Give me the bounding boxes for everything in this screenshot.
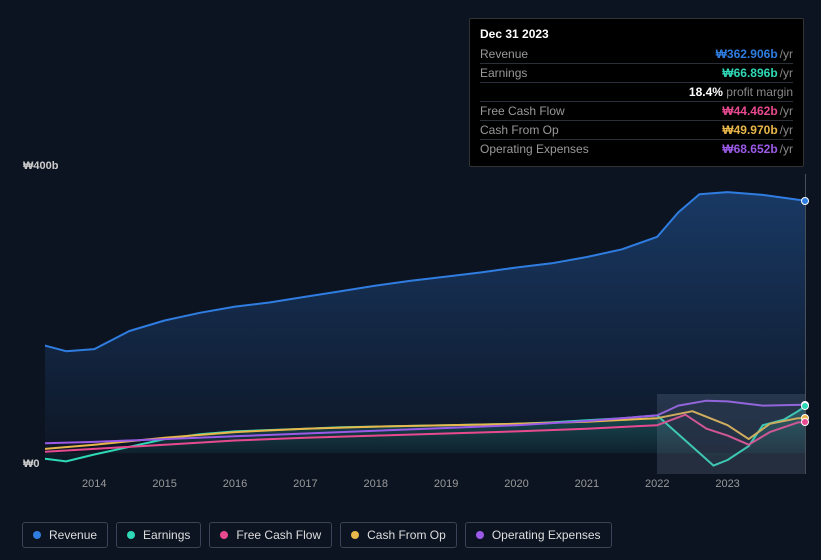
x-tick: 2020 xyxy=(501,478,531,490)
tooltip-label: Earnings xyxy=(480,66,527,80)
tooltip-value: ₩49.970b xyxy=(722,123,777,137)
legend-item-revenue[interactable]: Revenue xyxy=(22,522,108,548)
legend-swatch xyxy=(351,531,359,539)
legend-swatch xyxy=(33,531,41,539)
x-tick: 2018 xyxy=(361,478,391,490)
x-tick: 2019 xyxy=(431,478,461,490)
x-tick: 2014 xyxy=(79,478,109,490)
series-marker xyxy=(801,418,809,426)
x-tick: 2015 xyxy=(150,478,180,490)
legend-swatch xyxy=(220,531,228,539)
tooltip-row: 18.4% profit margin xyxy=(480,82,793,101)
tooltip-margin-text: profit margin xyxy=(726,85,793,99)
legend-label: Free Cash Flow xyxy=(236,528,321,542)
tooltip-label: Revenue xyxy=(480,47,528,61)
tooltip-unit: /yr xyxy=(780,142,793,156)
forecast-band xyxy=(657,394,805,474)
legend-swatch xyxy=(127,531,135,539)
legend-item-cfo[interactable]: Cash From Op xyxy=(340,522,457,548)
tooltip-value: ₩44.462b xyxy=(722,104,777,118)
chart-legend: Revenue Earnings Free Cash Flow Cash From O… xyxy=(22,522,612,548)
tooltip-row: Revenue ₩362.906b/yr xyxy=(480,45,793,63)
legend-item-earnings[interactable]: Earnings xyxy=(116,522,201,548)
y-tick-top: ₩400b xyxy=(23,160,58,172)
chart-tooltip: Dec 31 2023 Revenue ₩362.906b/yr Earnings ₩… xyxy=(469,18,804,167)
legend-item-fcf[interactable]: Free Cash Flow xyxy=(209,522,332,548)
tooltip-row: Cash From Op ₩49.970b/yr xyxy=(480,120,793,139)
series-marker xyxy=(801,402,809,410)
legend-label: Revenue xyxy=(49,528,97,542)
tooltip-value: ₩362.906b xyxy=(716,47,778,61)
x-tick: 2021 xyxy=(572,478,602,490)
tooltip-date: Dec 31 2023 xyxy=(480,27,793,41)
legend-label: Operating Expenses xyxy=(492,528,601,542)
legend-swatch xyxy=(476,531,484,539)
tooltip-unit: /yr xyxy=(780,66,793,80)
tooltip-row: Earnings ₩66.896b/yr xyxy=(480,63,793,82)
series-marker xyxy=(801,197,809,205)
tooltip-label: Free Cash Flow xyxy=(480,104,565,118)
x-tick: 2016 xyxy=(220,478,250,490)
x-tick: 2022 xyxy=(642,478,672,490)
chart-plot-area[interactable] xyxy=(45,174,805,474)
x-tick: 2023 xyxy=(713,478,743,490)
tooltip-margin-pct: 18.4% xyxy=(689,85,723,99)
tooltip-label: Operating Expenses xyxy=(480,142,589,156)
tooltip-unit: /yr xyxy=(780,47,793,61)
legend-label: Cash From Op xyxy=(367,528,446,542)
tooltip-unit: /yr xyxy=(780,123,793,137)
legend-label: Earnings xyxy=(143,528,190,542)
tooltip-row: Free Cash Flow ₩44.462b/yr xyxy=(480,101,793,120)
cursor-line xyxy=(805,174,806,474)
tooltip-value: ₩68.652b xyxy=(722,142,777,156)
x-tick: 2017 xyxy=(290,478,320,490)
tooltip-value: ₩66.896b xyxy=(722,66,777,80)
tooltip-unit: /yr xyxy=(780,104,793,118)
legend-item-opex[interactable]: Operating Expenses xyxy=(465,522,612,548)
revenue-chart: ₩400b ₩0 2014201520162017201820192020202… xyxy=(17,160,805,480)
y-tick-zero: ₩0 xyxy=(23,458,40,470)
tooltip-row: Operating Expenses ₩68.652b/yr xyxy=(480,139,793,158)
tooltip-label: Cash From Op xyxy=(480,123,559,137)
